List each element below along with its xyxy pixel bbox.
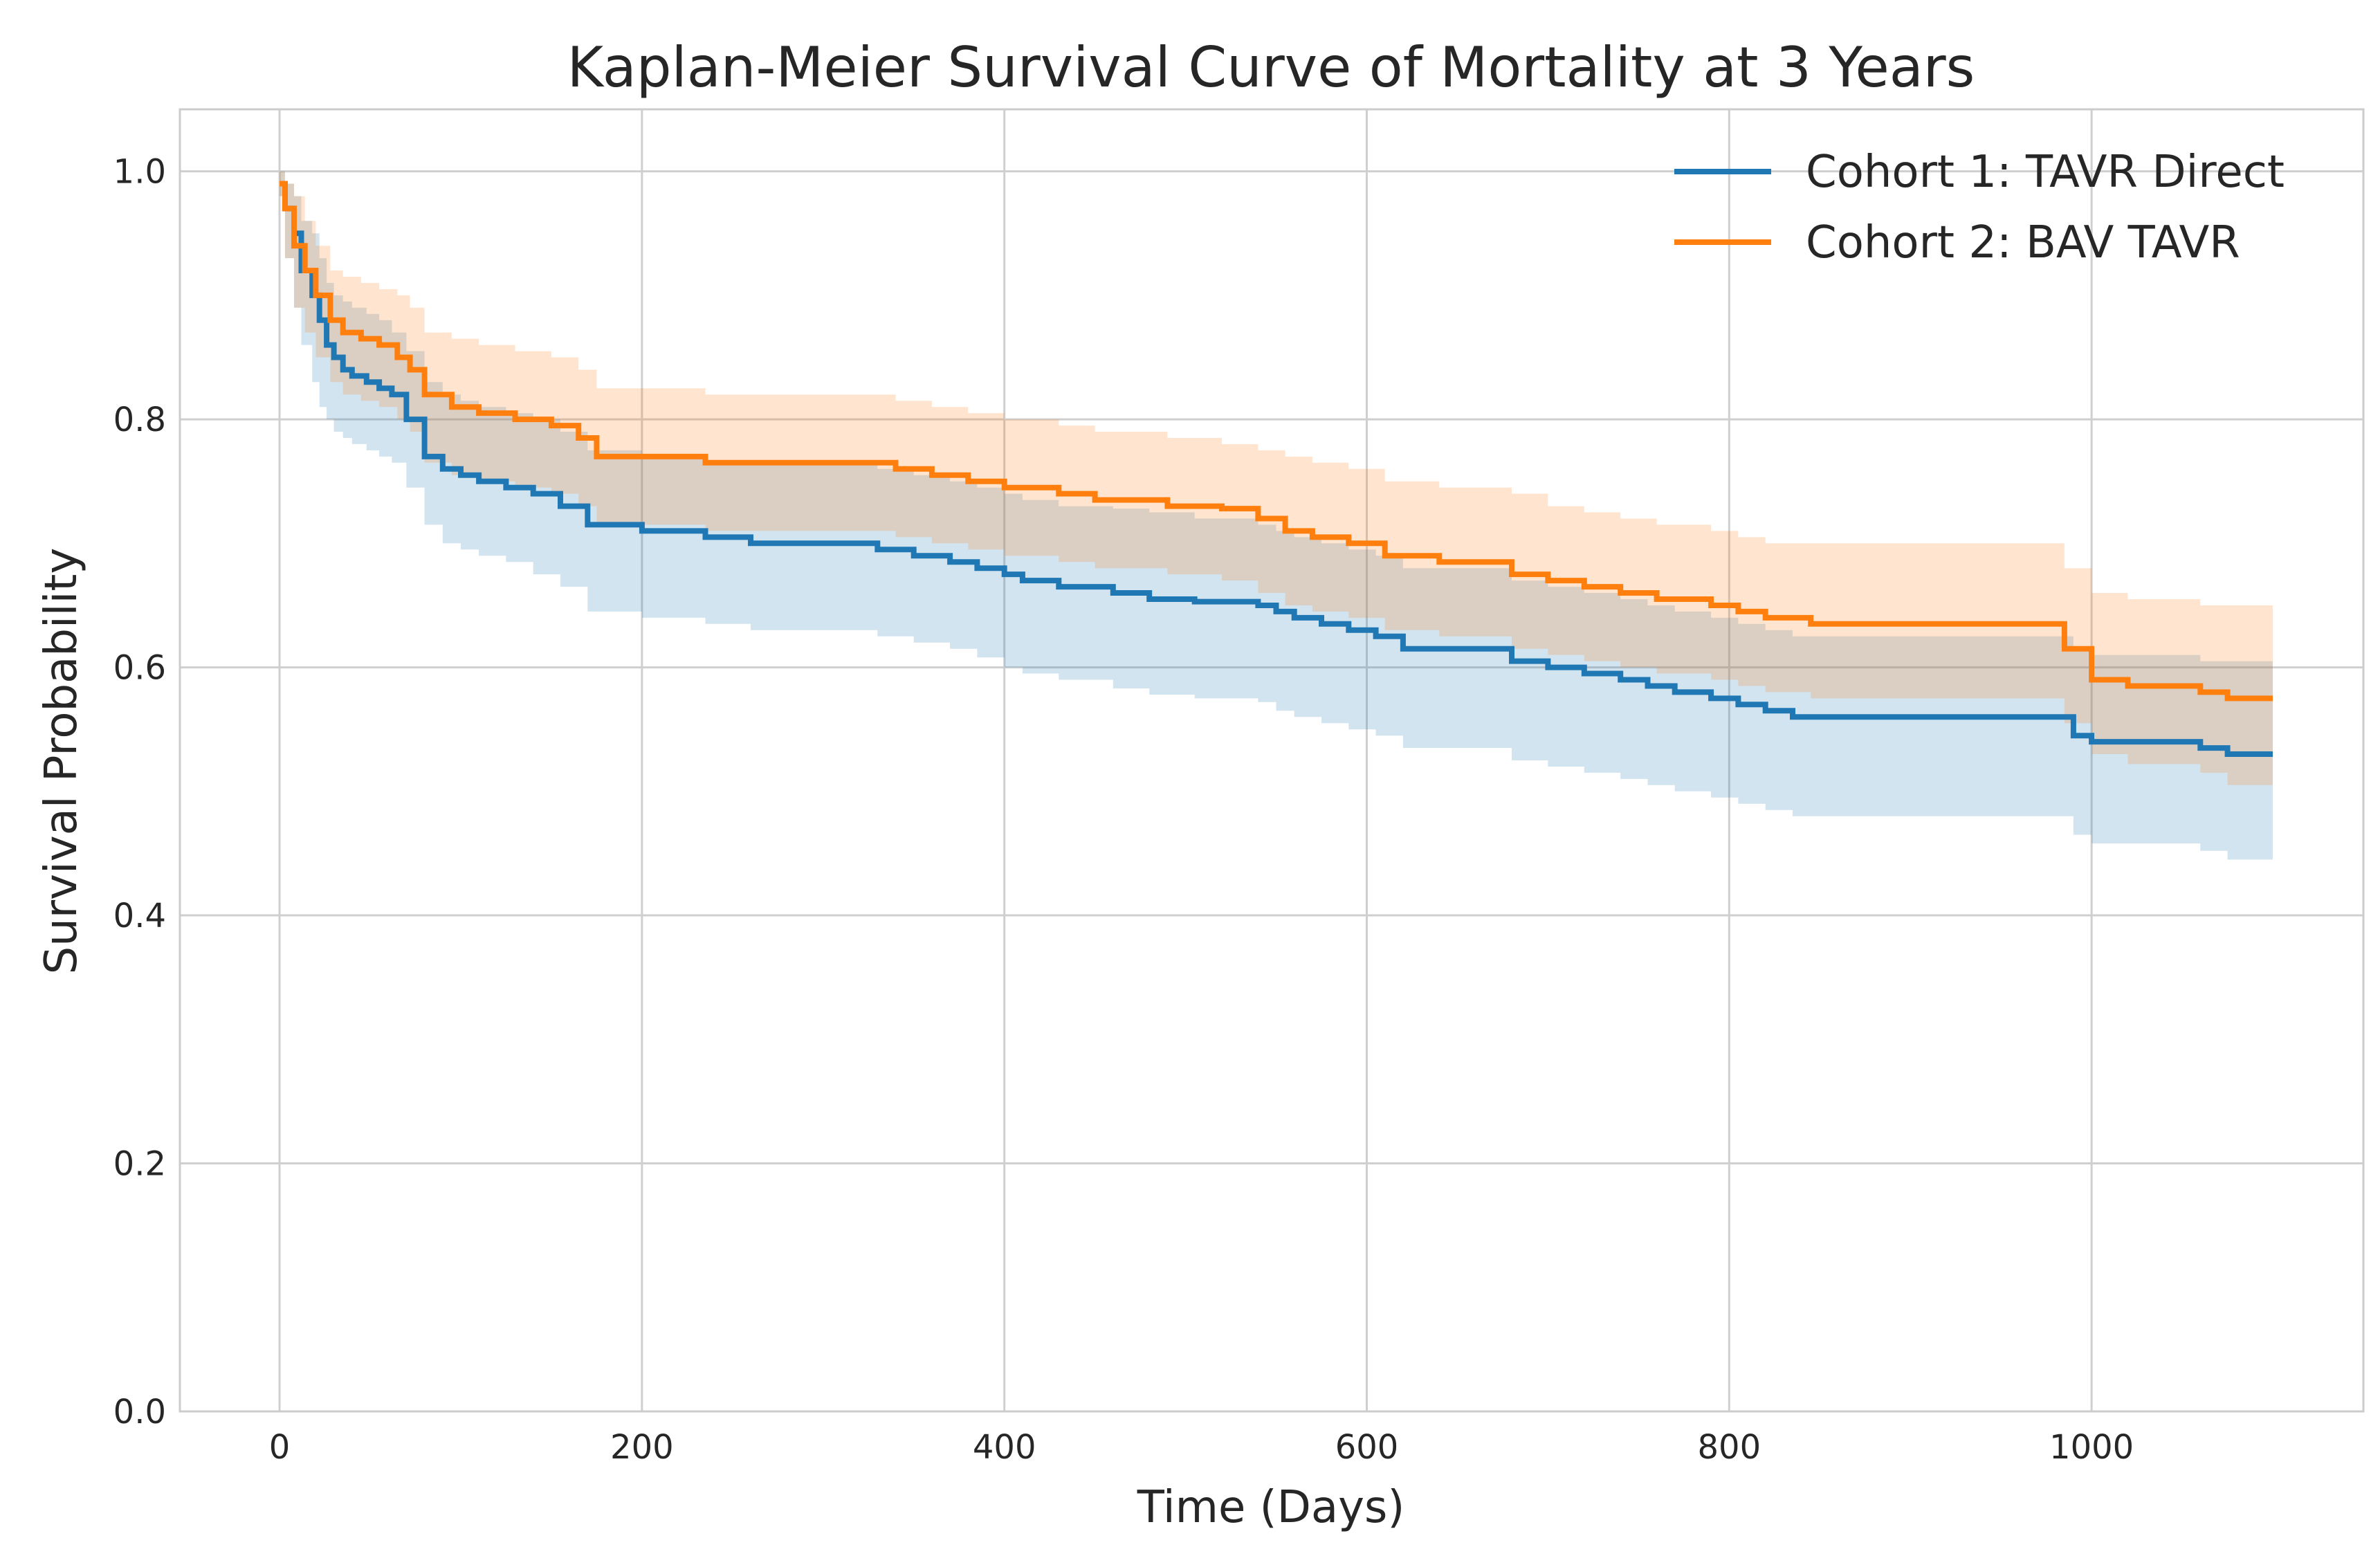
x-tick-label: 600 (1335, 1428, 1399, 1467)
x-tick-label: 400 (973, 1428, 1036, 1467)
x-tick-label: 1000 (2049, 1428, 2134, 1467)
plot-frame (178, 108, 2365, 1413)
confidence-bands (280, 171, 2273, 860)
x-tick-label: 0 (269, 1428, 291, 1467)
x-tick-label: 800 (1698, 1428, 1761, 1467)
survival-line-cohort-1-tavr-direct (280, 181, 2273, 757)
y-tick-label: 0.8 (113, 401, 166, 439)
legend-label: Cohort 2: BAV TAVR (1806, 217, 2240, 268)
y-tick-label: 0.4 (113, 897, 166, 935)
survival-lines (280, 181, 2273, 757)
survival-line-cohort-2-bav-tavr (280, 181, 2273, 702)
chart-title: Kaplan-Meier Survival Curve of Mortality… (567, 35, 1975, 100)
y-tick-label: 0.2 (113, 1145, 166, 1184)
y-tick-label: 0.0 (113, 1393, 166, 1431)
ci-band-cohort-2-bav-tavr (280, 171, 2273, 785)
ci-band-cohort-1-tavr-direct (280, 171, 2273, 860)
tick-labels: 0 200 400 600 800 1000 0.0 0.2 0.4 0.6 0.8 1.0 (113, 153, 2134, 1467)
y-axis-label: Survival Probability (36, 548, 87, 975)
y-tick-label: 0.6 (113, 649, 166, 688)
y-tick-label: 1.0 (113, 153, 166, 192)
legend-label: Cohort 1: TAVR Direct (1806, 147, 2285, 198)
legend: Cohort 1: TAVR Direct Cohort 2: BAV TAVR (1674, 147, 2285, 268)
x-axis-label: Time (Days) (1137, 1482, 1405, 1533)
x-tick-label: 200 (610, 1428, 674, 1467)
